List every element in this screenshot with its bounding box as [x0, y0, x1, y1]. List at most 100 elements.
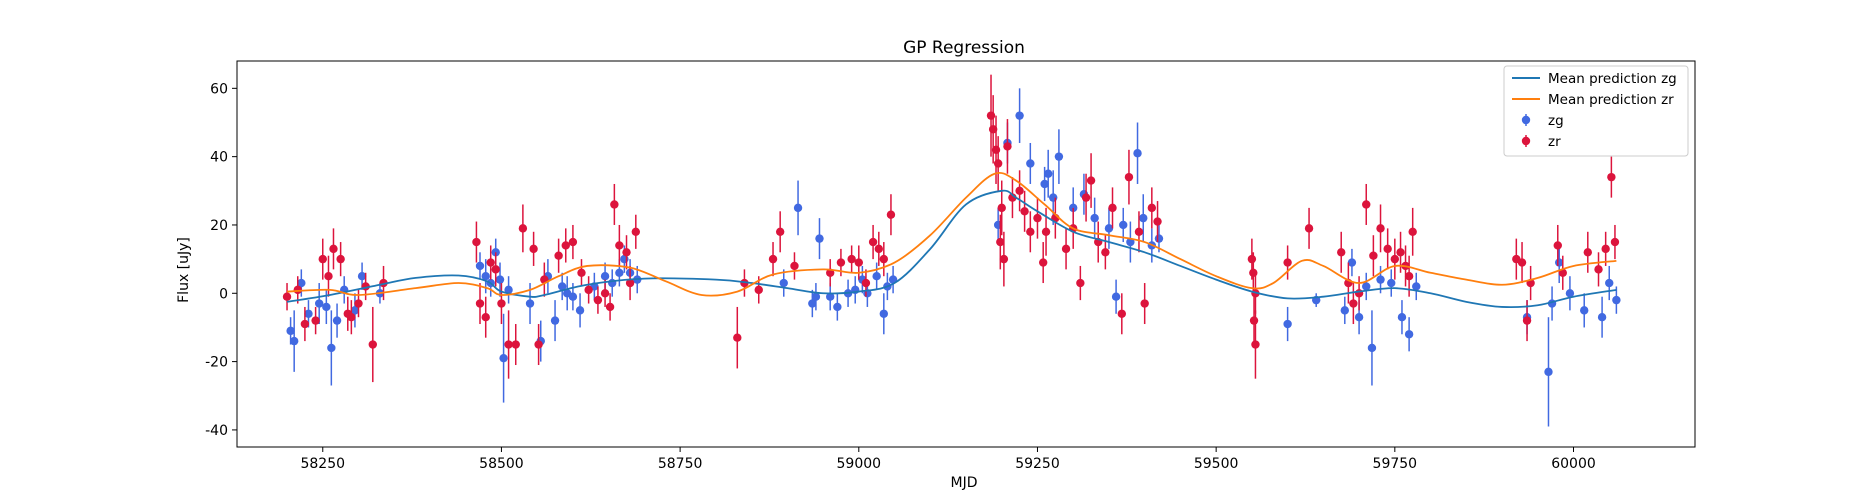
data-point [826, 292, 835, 301]
data-point [475, 299, 485, 308]
data-point [1362, 200, 1371, 209]
legend: Mean prediction zg Mean prediction zr zg zr [1503, 65, 1689, 157]
data-point [600, 289, 610, 298]
data-point [1517, 258, 1527, 267]
data-point [1104, 224, 1114, 233]
data-point [1367, 343, 1377, 353]
data-point [1583, 248, 1592, 257]
x-tick-label: 59250 [1015, 456, 1060, 472]
data-point [836, 258, 846, 267]
data-point [1061, 244, 1071, 254]
data-point [554, 251, 563, 260]
data-point [1139, 213, 1148, 223]
data-point [486, 258, 495, 267]
legend-entry: Mean prediction zg [1512, 71, 1677, 87]
data-point [1601, 244, 1610, 254]
data-point [1048, 193, 1058, 202]
data-point [1008, 193, 1017, 202]
data-point [481, 312, 490, 322]
legend-entry: zr [1521, 134, 1561, 150]
data-point [297, 278, 306, 288]
legend-entry: zg [1521, 113, 1564, 129]
data-point [600, 272, 610, 281]
data-point [1117, 309, 1127, 318]
data-point [1396, 248, 1405, 257]
data-point [1362, 282, 1371, 291]
data-point [996, 237, 1005, 247]
data-point [1033, 213, 1042, 223]
data-point [1376, 275, 1385, 284]
data-point [550, 316, 560, 325]
data-point [504, 340, 513, 349]
data-point [1108, 203, 1117, 213]
data-point [1354, 312, 1364, 322]
data-point [872, 272, 881, 281]
x-tick-label: 58250 [300, 456, 345, 472]
data-point [815, 234, 824, 243]
data-point [988, 125, 998, 134]
data-point [525, 299, 535, 308]
line-Mean prediction zr [286, 171, 1617, 297]
data-point [593, 295, 603, 305]
data-point [1119, 220, 1128, 230]
line-Mean prediction zg [286, 189, 1617, 309]
data-point [1054, 152, 1064, 161]
data-point [1147, 203, 1157, 213]
legend-label: zr [1548, 134, 1561, 150]
data-point [1043, 169, 1053, 178]
legend-label: Mean prediction zr [1548, 92, 1674, 108]
data-point [472, 237, 481, 247]
data-point [282, 292, 292, 301]
data-point [286, 326, 295, 336]
data-point [529, 244, 538, 254]
data-point [833, 302, 842, 312]
data-point [991, 145, 1001, 155]
data-point [534, 340, 543, 349]
data-point [350, 306, 360, 315]
data-point [1249, 268, 1258, 277]
data-point [584, 285, 593, 295]
chart-title: GP Regression [903, 38, 1025, 58]
data-point [336, 254, 345, 264]
data-point [1390, 254, 1400, 264]
data-point [1304, 224, 1314, 233]
data-point [577, 268, 586, 277]
data-point [1249, 316, 1259, 325]
y-tick-label: -20 [205, 355, 228, 371]
data-point [329, 244, 338, 254]
data-point [1404, 330, 1414, 339]
legend-entry: Mean prediction zr [1512, 92, 1674, 108]
data-point [1337, 248, 1346, 257]
data-point [1376, 224, 1385, 233]
y-tick-label: 0 [219, 286, 228, 302]
data-point [1101, 248, 1110, 257]
data-point [1605, 278, 1614, 288]
data-point [886, 210, 896, 219]
data-point [779, 278, 788, 288]
x-tick-label: 59500 [1194, 456, 1239, 472]
data-point [561, 241, 570, 250]
data-point [1408, 227, 1417, 236]
x-tick-label: 59750 [1373, 456, 1418, 472]
legend-frame [1503, 65, 1689, 157]
data-point [1038, 258, 1048, 267]
data-point [1003, 142, 1012, 151]
data-point [1397, 312, 1407, 322]
axes-frame [236, 60, 1696, 448]
data-point [1153, 217, 1162, 226]
data-point [1580, 306, 1589, 315]
x-tick-label: 60000 [1551, 456, 1596, 472]
data-point [1090, 213, 1099, 223]
data-point [481, 272, 490, 281]
data-point [1412, 282, 1421, 291]
data-point [1283, 319, 1292, 329]
data-point [1565, 289, 1575, 298]
series-zr [282, 74, 1620, 383]
data-point [1076, 278, 1085, 288]
data-point [1610, 237, 1620, 247]
data-point [497, 299, 506, 308]
data-point [768, 254, 778, 264]
data-point [1607, 172, 1616, 182]
data-point [1133, 149, 1142, 158]
